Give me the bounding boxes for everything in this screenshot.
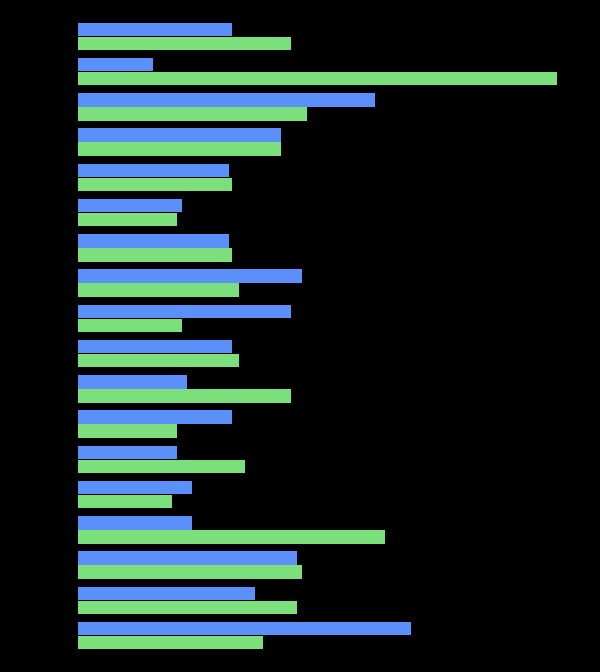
Bar xyxy=(78,425,177,438)
Bar xyxy=(78,213,177,226)
Bar xyxy=(78,72,557,85)
Bar xyxy=(78,601,296,614)
Bar xyxy=(78,389,292,403)
Bar xyxy=(78,460,245,473)
Bar xyxy=(78,58,153,71)
Bar xyxy=(78,304,292,318)
Bar xyxy=(78,495,172,509)
Bar xyxy=(78,142,281,156)
Bar xyxy=(78,530,385,544)
Bar xyxy=(78,108,307,120)
Bar xyxy=(78,269,302,283)
Bar xyxy=(78,163,229,177)
Bar xyxy=(78,622,411,635)
Bar xyxy=(78,587,255,600)
Bar xyxy=(78,375,187,388)
Bar xyxy=(78,411,232,424)
Bar xyxy=(78,552,296,564)
Bar xyxy=(78,177,232,191)
Bar xyxy=(78,248,232,261)
Bar xyxy=(78,23,232,36)
Bar xyxy=(78,37,292,50)
Bar xyxy=(78,636,263,649)
Bar xyxy=(78,319,182,332)
Bar xyxy=(78,199,182,212)
Bar xyxy=(78,566,302,579)
Bar xyxy=(78,284,239,297)
Bar xyxy=(78,234,229,247)
Bar xyxy=(78,93,374,106)
Bar xyxy=(78,516,193,530)
Bar xyxy=(78,340,232,353)
Bar xyxy=(78,446,177,459)
Bar xyxy=(78,128,281,142)
Bar xyxy=(78,354,239,368)
Bar xyxy=(78,481,193,495)
